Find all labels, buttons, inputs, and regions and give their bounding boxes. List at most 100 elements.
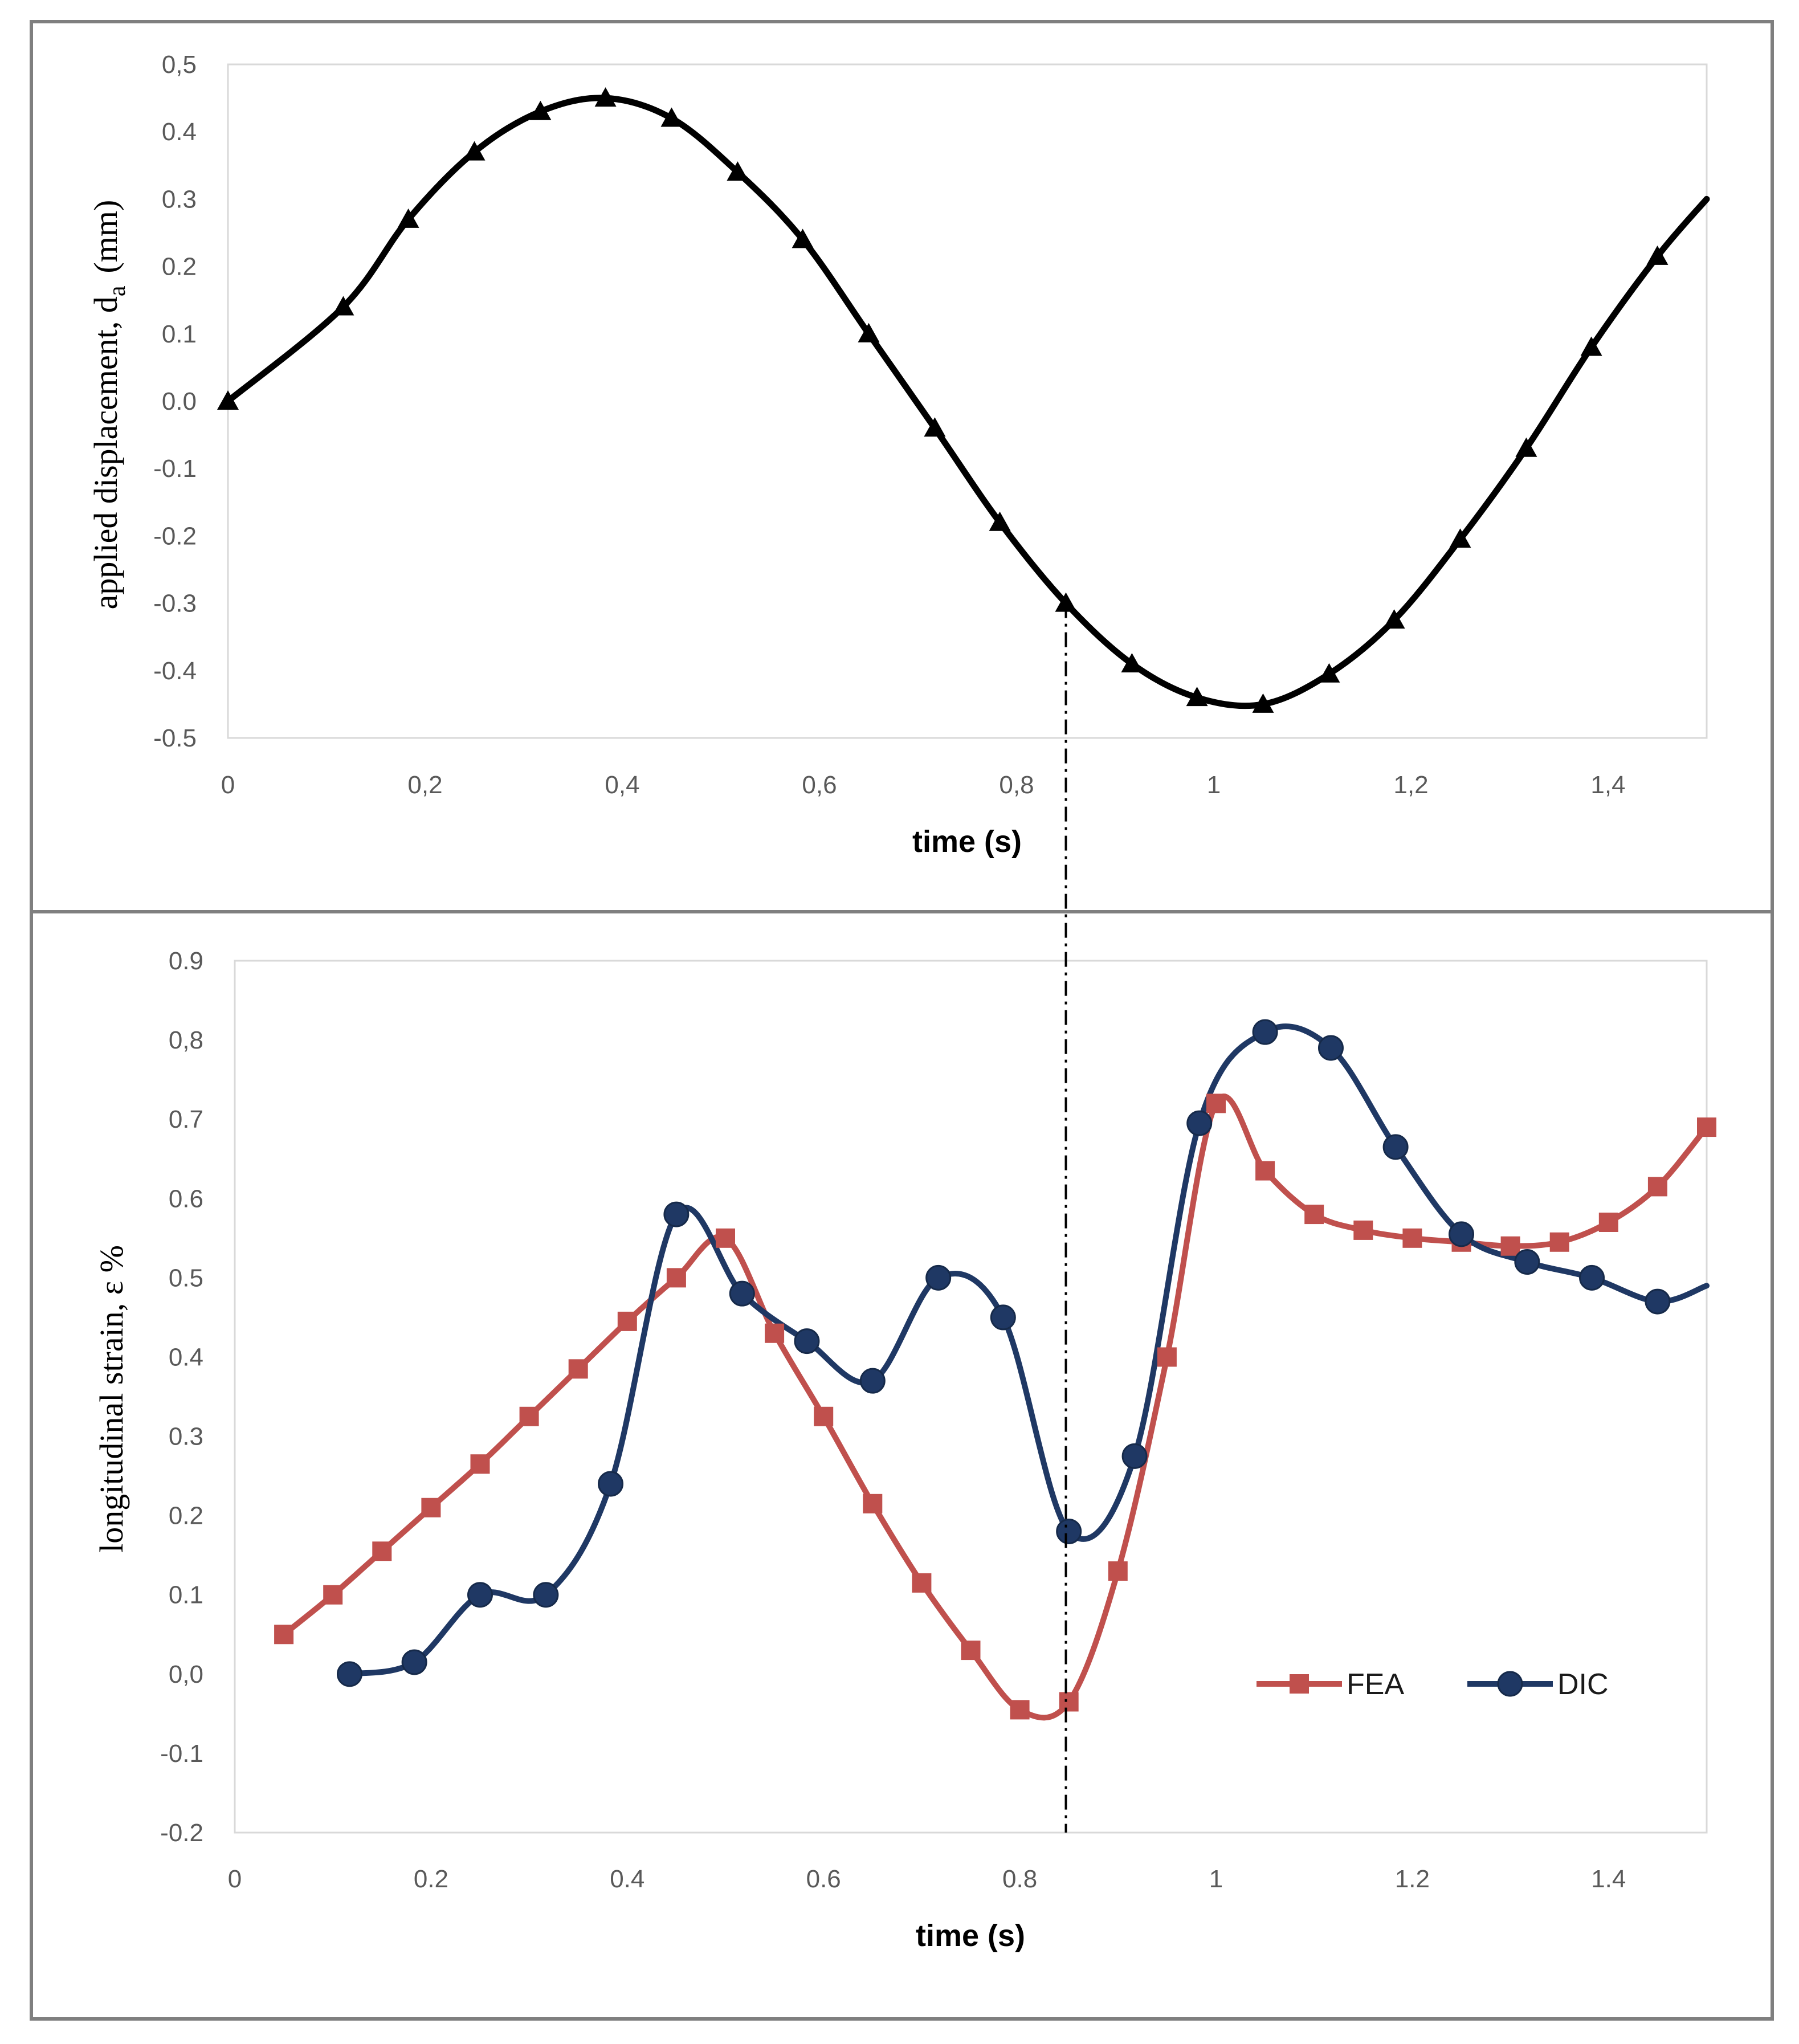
top-y-tick-label: 0.2: [162, 253, 197, 281]
bottom-y-axis-label: longitudinal strain, ε %: [93, 1245, 130, 1553]
fea-point: [372, 1541, 392, 1561]
legend-dic-marker: [1497, 1671, 1523, 1697]
dic-point: [1514, 1249, 1540, 1275]
applied-displacement-point: [1186, 687, 1208, 707]
bottom-x-axis-label: time (s): [916, 1919, 1025, 1953]
fea-point: [961, 1641, 981, 1661]
fea-point: [1598, 1213, 1618, 1232]
dic-point: [794, 1328, 820, 1354]
applied-displacement-point: [1318, 663, 1340, 683]
bottom-series-markers: [274, 1019, 1716, 1720]
bottom-y-tick-label: 0,0: [169, 1661, 203, 1688]
top-y-tick-label: 0,5: [162, 51, 197, 79]
fea-point: [323, 1585, 343, 1605]
applied-displacement-line: [225, 95, 1710, 709]
top-series-markers: [217, 87, 1669, 713]
dic-point: [598, 1471, 624, 1497]
dic-line: [346, 1023, 1710, 1677]
applied-displacement-point: [463, 141, 486, 161]
bottom-y-tick-label: -0.2: [160, 1819, 203, 1847]
fea-point: [666, 1268, 686, 1288]
dic-point: [533, 1582, 559, 1608]
bottom-y-tick-label: 0.2: [169, 1502, 203, 1530]
bottom-y-tick-label: 0.3: [169, 1423, 203, 1451]
dic-point: [1186, 1110, 1213, 1136]
legend-fea-label: FEA: [1347, 1668, 1404, 1701]
applied-displacement-point: [1580, 336, 1602, 356]
top-y-tick-label: 0.4: [162, 118, 197, 146]
displacement-chart: 0 0,2 0,4 0,6 0,8 1 1,2 1,4 0,5 0.4 0.3 0.2 0.1 0.0 -0…: [87, 51, 1710, 859]
fea-point: [1108, 1561, 1128, 1581]
applied-displacement-point: [1121, 652, 1143, 672]
applied-displacement-point: [1449, 528, 1471, 548]
dic-point: [336, 1661, 362, 1687]
fea-point: [1206, 1094, 1226, 1113]
top-y-tick-label: -0.4: [153, 657, 197, 685]
bottom-x-tick-label: 0.6: [806, 1865, 841, 1893]
top-y-axis-label: applied displacement, da(mm): [87, 200, 130, 610]
fea-point: [1549, 1232, 1569, 1252]
fea-point: [470, 1454, 490, 1474]
dic-point: [990, 1304, 1016, 1331]
top-y-tick-label: 0.1: [162, 320, 197, 348]
dic-point: [1449, 1221, 1474, 1247]
top-x-tick-label: 1,2: [1393, 771, 1428, 799]
top-x-tick-label: 0,4: [605, 771, 639, 799]
bottom-x-tick-label: 0.4: [610, 1865, 644, 1893]
fea-point: [1647, 1177, 1667, 1197]
fea-point: [814, 1406, 834, 1426]
applied-displacement-point: [858, 323, 880, 342]
fea-point: [1500, 1236, 1520, 1256]
dic-point: [1056, 1518, 1082, 1544]
dic-point: [663, 1201, 690, 1227]
bottom-y-tick-label: 0.6: [169, 1185, 203, 1213]
top-y-tick-label: -0.5: [153, 724, 197, 752]
top-x-tick-label: 0,8: [999, 771, 1034, 799]
legend-fea-marker: [1290, 1674, 1309, 1694]
top-x-axis-label: time (s): [912, 825, 1022, 859]
fea-point: [1157, 1347, 1177, 1367]
dic-point: [1252, 1019, 1278, 1045]
fea-point: [274, 1625, 294, 1645]
bottom-x-tick-label: 1.2: [1395, 1865, 1430, 1893]
applied-displacement-point: [1515, 437, 1537, 457]
dic-point: [401, 1649, 427, 1675]
bottom-y-tick-label: 0,8: [169, 1026, 203, 1054]
fea-point: [1059, 1692, 1079, 1712]
applied-displacement-point: [989, 511, 1011, 531]
top-y-tick-label: -0.2: [153, 522, 197, 550]
bottom-axis-ticks: 0 0.2 0.4 0.6 0.8 1 1.2 1.4 0.9 0,8 0.7 0.6 0.5 0.4 0.…: [160, 947, 1626, 1893]
top-y-tick-label: 0.3: [162, 185, 197, 213]
top-x-tick-label: 1,4: [1590, 771, 1625, 799]
bottom-y-tick-label: 0.1: [169, 1581, 203, 1609]
bottom-x-tick-label: 1.4: [1591, 1865, 1626, 1893]
top-x-tick-label: 1: [1207, 771, 1221, 799]
applied-displacement-point: [332, 296, 354, 316]
applied-displacement-point: [1646, 245, 1669, 265]
dic-point: [1317, 1035, 1344, 1061]
applied-displacement-point: [1055, 592, 1077, 612]
dic-point: [1121, 1443, 1148, 1469]
fea-point: [617, 1311, 637, 1331]
bottom-plot-area: [234, 960, 1708, 1834]
fea-point: [568, 1359, 588, 1379]
legend-dic-label: DIC: [1557, 1668, 1609, 1701]
top-axis-ticks: 0 0,2 0,4 0,6 0,8 1 1,2 1,4 0,5 0.4 0.3 0.2 0.1 0.0 -0…: [153, 51, 1625, 799]
top-x-tick-label: 0: [221, 771, 235, 799]
applied-displacement-point: [397, 208, 419, 228]
strain-chart: 0 0.2 0.4 0.6 0.8 1 1.2 1.4 0.9 0,8 0.7 0.6 0.5 0.4 0.…: [93, 947, 1716, 1953]
applied-displacement-point: [1252, 693, 1274, 713]
top-y-tick-label: -0.3: [153, 590, 197, 618]
applied-displacement-point: [217, 390, 239, 410]
fea-point: [716, 1228, 735, 1248]
fea-point: [1255, 1161, 1275, 1181]
legend: FEA DIC: [1257, 1668, 1609, 1701]
top-series-lines: [225, 95, 1710, 709]
applied-displacement-point: [924, 417, 946, 437]
applied-displacement-point: [727, 161, 749, 181]
fea-point: [863, 1494, 883, 1513]
fea-point: [912, 1573, 932, 1593]
applied-displacement-point: [660, 107, 683, 127]
top-x-tick-label: 0,6: [802, 771, 837, 799]
